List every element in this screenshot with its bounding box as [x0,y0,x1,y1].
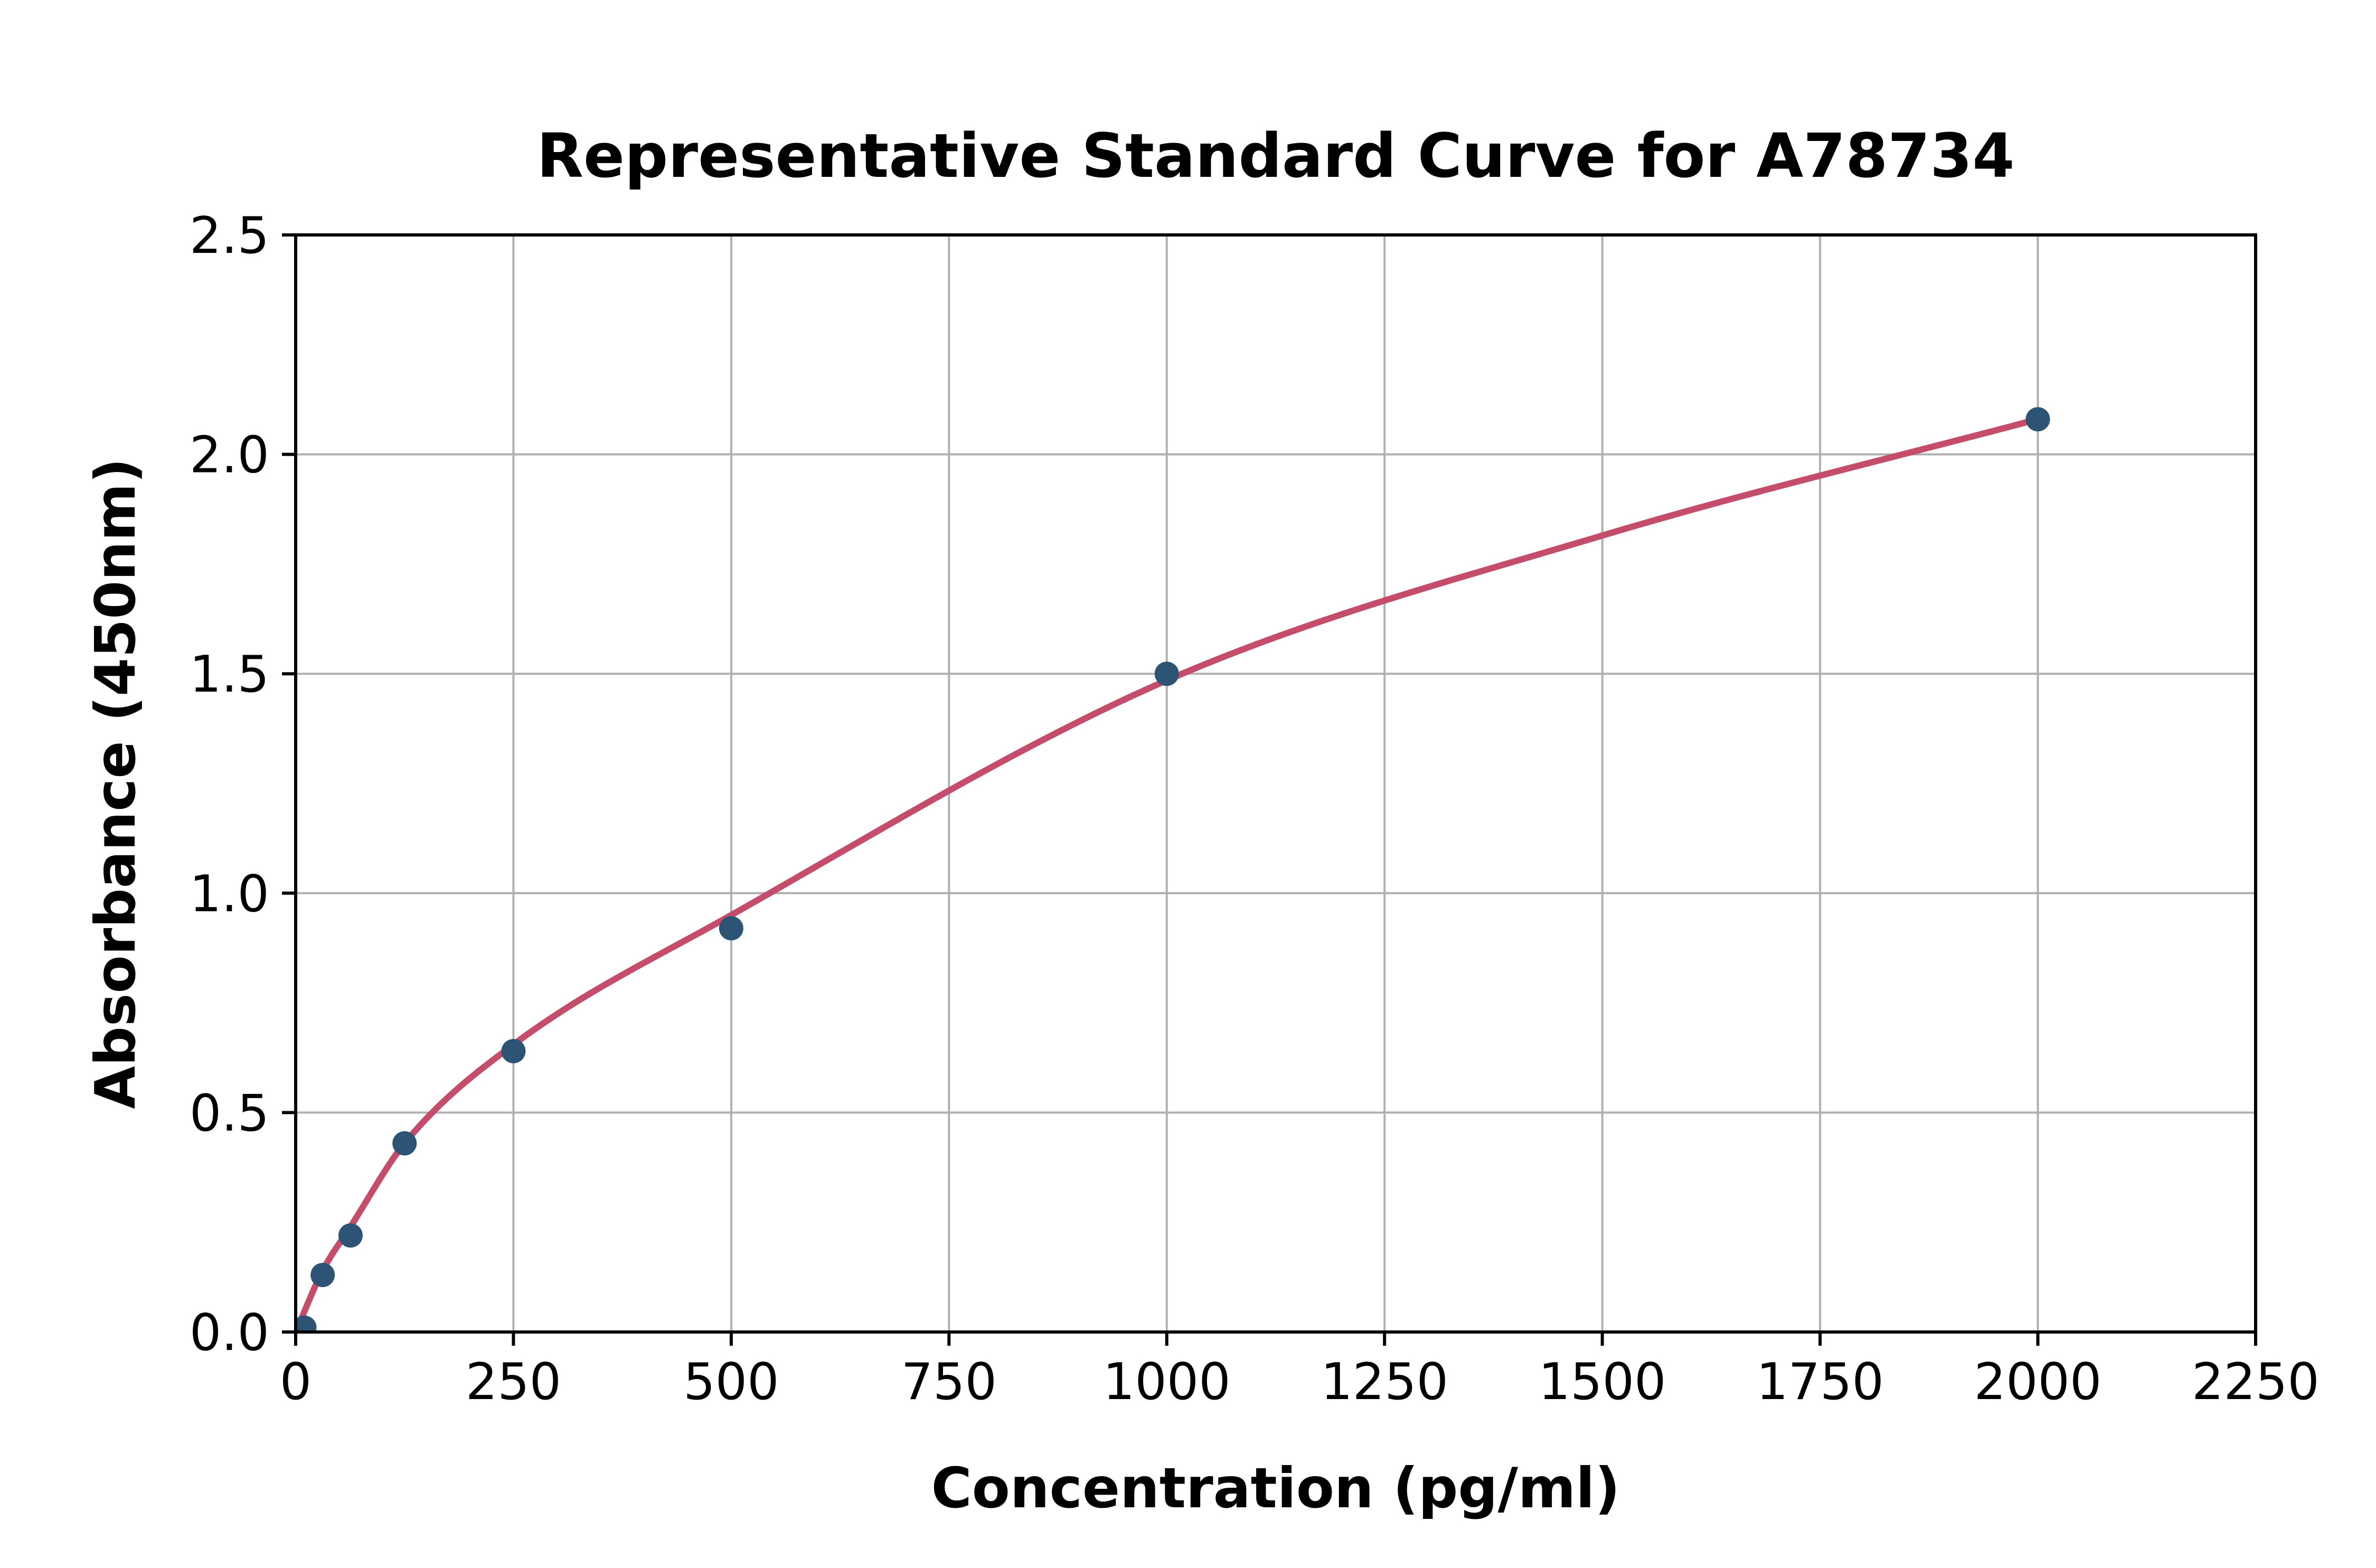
x-tick-labels: 0 250 500 750 1000 1250 1500 1750 2000 2250 [280,1353,2320,1411]
x-tick-label: 500 [683,1353,779,1411]
x-tick-label: 2250 [2192,1353,2320,1411]
data-point [392,1131,417,1156]
y-tick-label: 2.5 [190,207,269,265]
x-tick-label: 1250 [1321,1353,1448,1411]
data-point [2025,407,2050,432]
x-tick-label: 1750 [1756,1353,1884,1411]
x-tick-label: 1000 [1103,1353,1231,1411]
x-axis-label: Concentration (pg/ml) [931,1456,1620,1520]
x-tick-label: 1500 [1539,1353,1666,1411]
y-tick-label: 0.0 [190,1304,269,1362]
data-point [719,916,743,941]
y-axis-label: Absorbance (450nm) [83,458,148,1109]
y-tick-labels: 0.0 0.5 1.0 1.5 2.0 2.5 [190,207,269,1362]
data-point [501,1039,526,1064]
x-tick-label: 750 [901,1353,997,1411]
fitted-curve-line [296,416,2041,1332]
x-tick-label: 2000 [1974,1353,2102,1411]
gridlines [296,235,2256,1332]
data-point [338,1223,363,1248]
chart-title: Representative Standard Curve for A78734 [537,121,2015,192]
y-tick-label: 1.0 [190,865,269,923]
data-points [296,407,2050,1332]
y-tick-label: 0.5 [190,1084,269,1142]
data-point [296,1315,317,1332]
axis-ticks [282,233,2257,1346]
data-point [310,1262,335,1287]
plot-border [294,233,2257,1334]
y-tick-label: 1.5 [190,646,269,704]
x-tick-label: 0 [280,1353,312,1411]
data-point [1154,662,1179,686]
x-tick-label: 250 [466,1353,561,1411]
y-tick-label: 2.0 [190,427,269,485]
